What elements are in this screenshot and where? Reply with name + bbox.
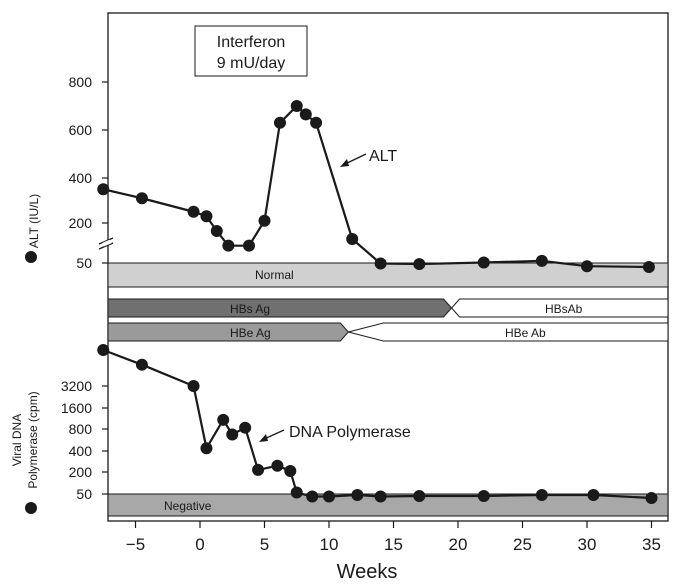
alt-point xyxy=(200,210,213,223)
hbe-ab-label: HBe Ab xyxy=(505,326,546,340)
dna-point xyxy=(187,380,200,392)
alt-point xyxy=(310,116,323,129)
alt-point xyxy=(222,239,235,252)
x-tick-label: 20 xyxy=(449,535,468,554)
alt-y-tick-label: 200 xyxy=(69,215,93,231)
negative-band-label: Negative xyxy=(164,499,212,513)
dna-annotation-label: DNA Polymerase xyxy=(289,424,411,441)
x-tick-label: 15 xyxy=(384,535,403,554)
dose-label: 9 mU/day xyxy=(217,55,285,72)
dna-point xyxy=(217,413,230,426)
alt-point xyxy=(273,116,286,129)
alt-series xyxy=(97,100,655,273)
dna-point xyxy=(374,490,387,503)
hbs-ab-label: HBsAb xyxy=(545,302,583,316)
dna-axis-label-line2: Polymerase (cpm) xyxy=(26,391,40,488)
bottom-y-axis: 3200 1600 800 400 200 50 xyxy=(61,378,108,502)
dna-point xyxy=(226,428,239,441)
dna-point xyxy=(252,463,265,476)
alt-annotation-label: ALT xyxy=(369,148,397,165)
alt-y-tick-label: 50 xyxy=(76,255,92,271)
dna-point xyxy=(323,490,335,503)
dna-point xyxy=(477,490,490,502)
alt-line xyxy=(103,104,649,269)
alt-point xyxy=(290,100,303,112)
interferon-box: Interferon 9 mU/day xyxy=(194,25,308,77)
x-tick-label: −5 xyxy=(126,535,145,554)
alt-y-tick-label: 400 xyxy=(69,170,93,186)
interferon-label: Interferon xyxy=(217,34,285,51)
top-y-axis-title: ALT (IU/L) xyxy=(25,194,41,263)
serology-bands: HBs Ag HBsAb HBe Ag HBe Ab xyxy=(107,298,669,342)
hbe-ag-label: HBe Ag xyxy=(230,326,271,340)
hbe-ab-band xyxy=(348,322,669,342)
dna-point xyxy=(135,358,148,371)
hbs-ag-band xyxy=(107,298,453,318)
dna-y-tick-label: 3200 xyxy=(61,378,92,394)
alt-y-tick-label: 800 xyxy=(69,74,93,90)
dna-point xyxy=(306,490,319,503)
alt-point xyxy=(642,261,655,273)
hbe-ag-band xyxy=(107,322,350,342)
dna-y-tick-label: 1600 xyxy=(61,400,92,416)
dna-y-tick-label: 50 xyxy=(76,486,92,502)
alt-point xyxy=(187,205,200,218)
dna-legend-marker-icon xyxy=(25,502,37,514)
alt-point xyxy=(210,225,223,237)
alt-annotation: ALT xyxy=(340,148,397,167)
alt-point xyxy=(97,183,110,196)
alt-y-tick-label: 600 xyxy=(69,122,93,138)
alt-point xyxy=(535,254,548,267)
x-axis-title: Weeks xyxy=(337,561,398,583)
dna-annotation: DNA Polymerase xyxy=(259,424,411,442)
alt-point xyxy=(243,239,256,252)
x-axis: −5 0 5 10 15 20 25 30 35 xyxy=(126,521,661,554)
dna-point xyxy=(351,489,364,501)
dna-polymerase-series xyxy=(97,344,658,504)
dna-point xyxy=(200,442,213,455)
alt-point xyxy=(135,192,148,205)
alt-point xyxy=(258,214,271,227)
x-tick-label: 10 xyxy=(320,535,339,554)
alt-point xyxy=(299,108,312,121)
axis-break-icon xyxy=(98,237,114,250)
dna-point xyxy=(97,344,110,356)
dna-y-tick-label: 200 xyxy=(69,464,93,480)
dna-y-tick-label: 400 xyxy=(69,443,93,459)
dna-point xyxy=(645,492,658,504)
bottom-y-axis-title: Viral DNA Polymerase (cpm) xyxy=(10,391,40,514)
dna-point xyxy=(413,490,426,502)
alt-axis-label: ALT (IU/L) xyxy=(27,194,41,248)
hbs-ab-band xyxy=(450,298,669,318)
top-y-axis: 800 600 400 200 50 xyxy=(69,74,108,271)
dna-point xyxy=(535,489,548,501)
alt-point xyxy=(477,256,490,269)
dna-axis-label-line1: Viral DNA xyxy=(10,414,24,466)
arrow-icon xyxy=(340,159,349,167)
x-tick-label: 25 xyxy=(513,535,532,554)
alt-point xyxy=(374,257,387,270)
x-tick-label: 30 xyxy=(578,535,597,554)
dna-y-tick-label: 800 xyxy=(69,421,93,437)
negative-band: Negative xyxy=(107,493,669,517)
dna-point xyxy=(239,421,252,434)
normal-band-label: Normal xyxy=(255,268,294,282)
dna-point xyxy=(290,486,303,499)
alt-point xyxy=(346,233,359,245)
arrow-icon xyxy=(259,434,268,442)
alt-point xyxy=(413,258,426,271)
alt-point xyxy=(581,260,593,273)
x-tick-label: 5 xyxy=(260,535,269,554)
alt-legend-marker-icon xyxy=(25,251,37,263)
dna-point xyxy=(271,459,284,472)
dna-point xyxy=(587,489,600,501)
x-tick-label: 35 xyxy=(642,535,661,554)
x-tick-label: 0 xyxy=(195,535,204,554)
dna-point xyxy=(284,464,297,477)
hbs-ag-label: HBs Ag xyxy=(230,302,270,316)
